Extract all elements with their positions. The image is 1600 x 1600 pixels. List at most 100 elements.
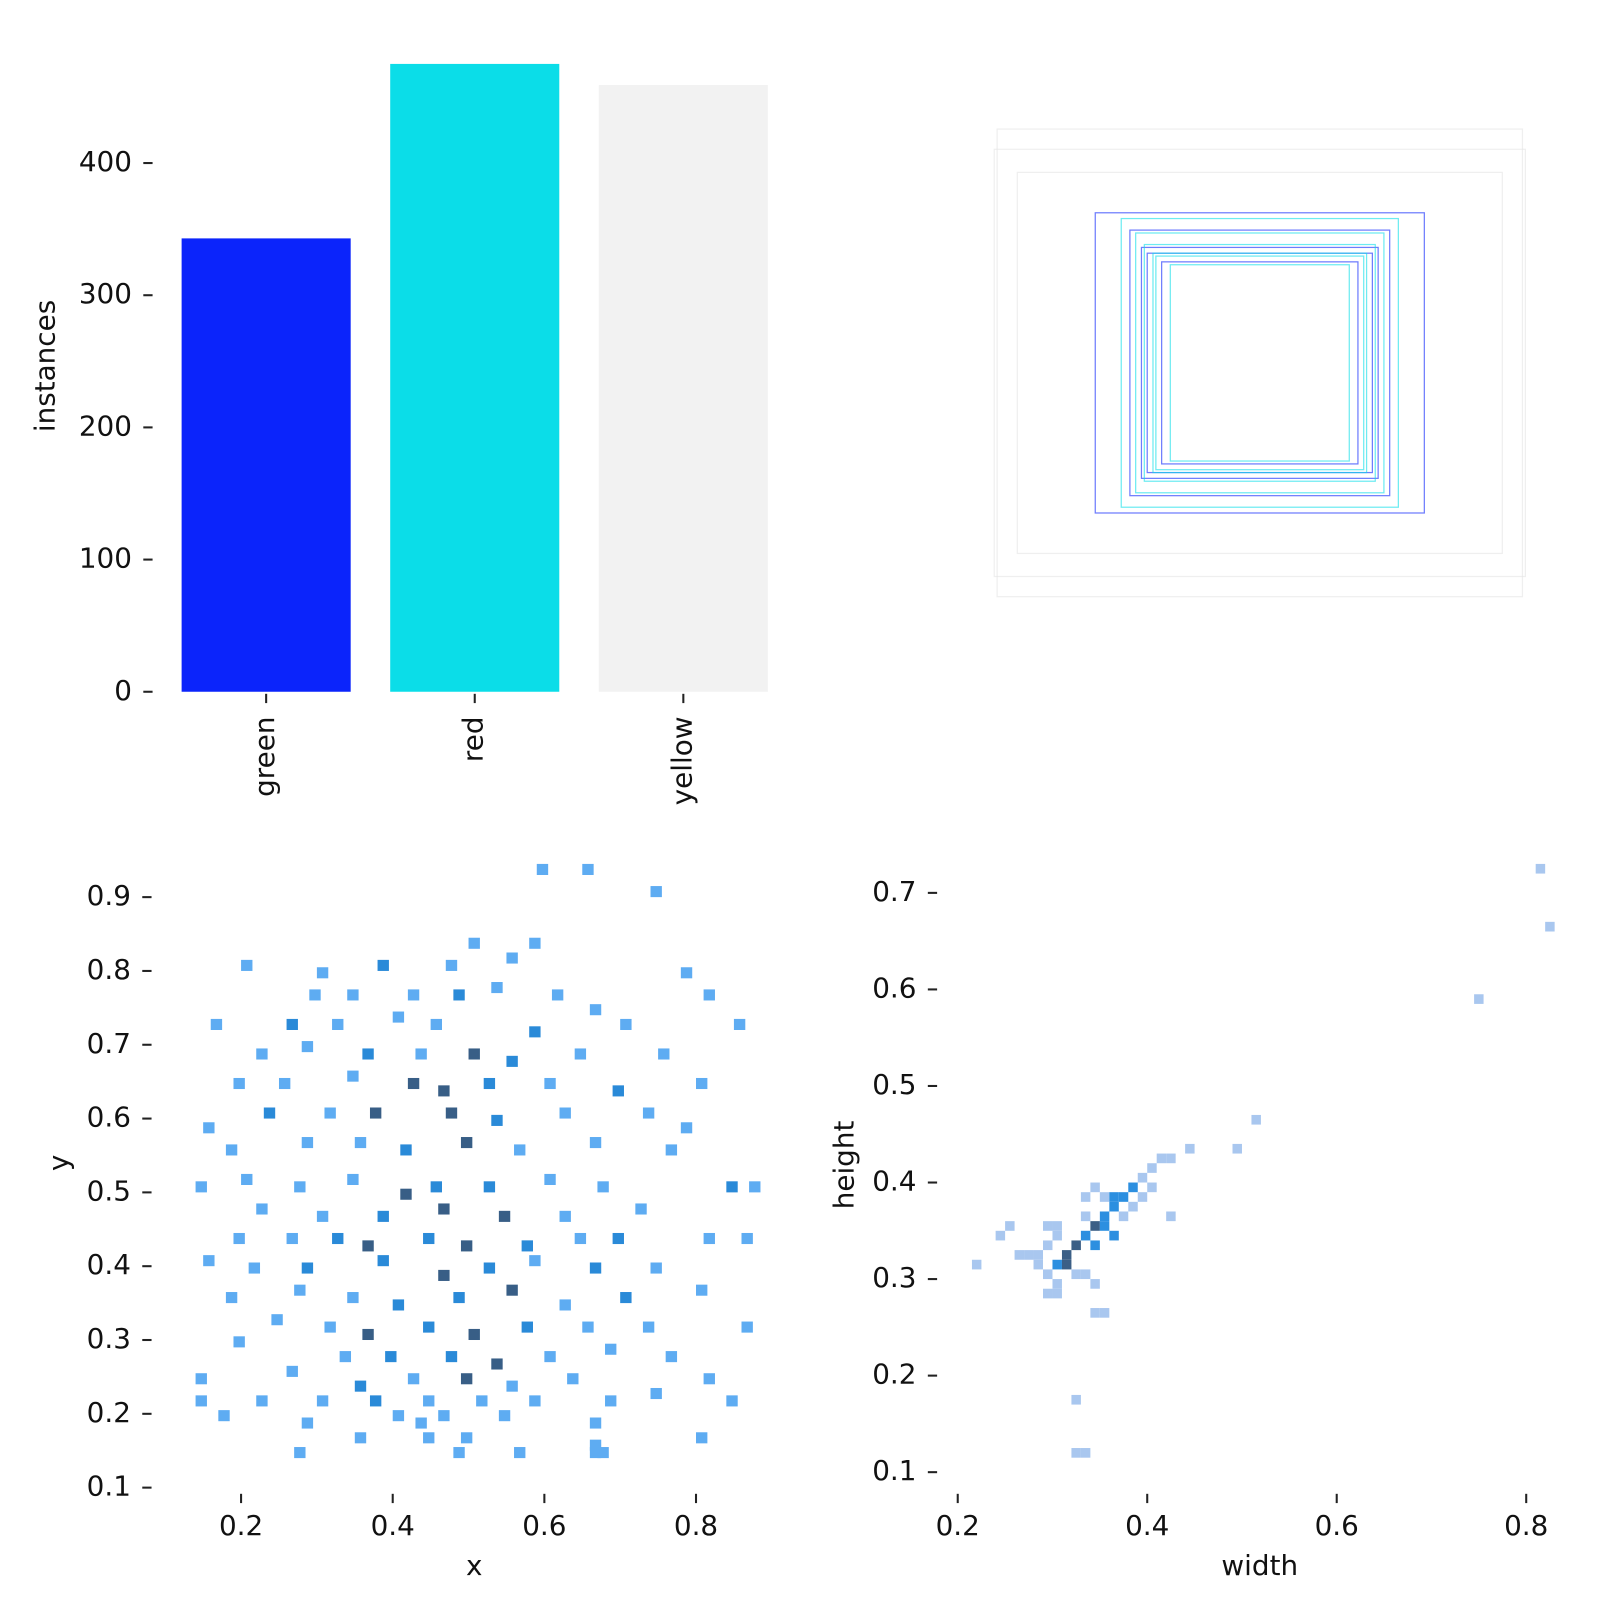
heat-cell xyxy=(642,1107,655,1119)
heat-cell xyxy=(506,952,518,964)
heat-cell xyxy=(536,863,549,875)
heat-cell xyxy=(256,1395,268,1407)
x-axis-label: width xyxy=(1221,1549,1298,1582)
x-tick-label: 0.2 xyxy=(219,1509,263,1542)
bar xyxy=(598,85,768,692)
heat-cell xyxy=(612,1232,624,1245)
heat-cell xyxy=(620,1292,632,1304)
heat-cell xyxy=(559,1107,571,1119)
heat-cell xyxy=(407,989,420,1001)
x-tick-label: red xyxy=(457,716,490,762)
x-tick-label: 0.4 xyxy=(371,1509,415,1542)
label-box xyxy=(1140,246,1379,479)
heat-cell xyxy=(529,937,541,949)
heat-cell xyxy=(514,1447,526,1459)
x-tick-label: yellow xyxy=(665,716,698,805)
y-tick-label: 0.6 xyxy=(87,1101,131,1134)
heat-cell xyxy=(506,1055,518,1067)
heat-cell xyxy=(392,1410,405,1422)
heat-cell xyxy=(703,1373,715,1385)
heat-cell xyxy=(301,1262,314,1274)
y-tick-label: 0.9 xyxy=(87,879,131,912)
heat-cell xyxy=(377,1210,389,1222)
label-box xyxy=(993,148,1526,578)
x-tick-label: 0.8 xyxy=(674,1509,718,1542)
heat-cell xyxy=(225,1144,238,1156)
y-tick-label: 100 xyxy=(79,542,132,575)
heat-cell xyxy=(1166,1153,1176,1164)
heat-cell xyxy=(195,1373,207,1385)
heat-cell xyxy=(362,1048,374,1060)
y-axis-label: instances xyxy=(28,300,61,432)
heat-cell xyxy=(1109,1230,1119,1241)
heat-cell xyxy=(385,1351,397,1363)
heat-cell xyxy=(703,1232,715,1245)
heat-cell xyxy=(582,1321,594,1333)
heat-cell xyxy=(1128,1182,1138,1193)
heat-cell xyxy=(445,1107,458,1119)
heat-cell xyxy=(362,1328,374,1341)
heat-cell xyxy=(1024,1250,1034,1260)
heat-cell xyxy=(582,863,594,875)
heat-cell xyxy=(650,886,662,898)
heat-cell xyxy=(286,1018,298,1030)
heat-cell xyxy=(1052,1279,1062,1289)
y-axis-label: height xyxy=(827,1121,860,1210)
heat-cell xyxy=(1099,1221,1110,1231)
label-box xyxy=(1016,171,1503,555)
label-box xyxy=(1155,255,1365,471)
heat-cell xyxy=(438,1203,450,1215)
heat-cell xyxy=(445,1351,458,1363)
heat-cell xyxy=(544,1077,556,1090)
heat-cell xyxy=(544,1351,556,1363)
heat-cell xyxy=(324,1107,336,1119)
heat-cell xyxy=(1052,1259,1062,1270)
heat-cell xyxy=(1043,1288,1053,1299)
heat-cell xyxy=(256,1048,268,1060)
y-tick-label: 0.3 xyxy=(87,1322,131,1355)
y-tick-label: 200 xyxy=(79,409,132,442)
label-box xyxy=(1120,217,1399,508)
heat-cell xyxy=(589,1439,602,1451)
heat-cell xyxy=(460,1137,473,1149)
heat-cell xyxy=(491,1114,503,1126)
heat-cell xyxy=(453,1292,465,1304)
heat-cell xyxy=(559,1210,571,1222)
heat-cell xyxy=(301,1137,314,1149)
heat-cell xyxy=(195,1181,207,1193)
heat-cell xyxy=(1128,1201,1138,1212)
heat-cell xyxy=(650,1387,662,1400)
heat-cell xyxy=(483,1077,496,1090)
heat-cell xyxy=(445,959,458,971)
heat-cell xyxy=(294,1447,306,1459)
heat-cell xyxy=(635,1203,647,1215)
heat-cell xyxy=(726,1395,738,1407)
heat-cell xyxy=(1061,1259,1072,1270)
heat-cell xyxy=(574,1048,587,1060)
heat-cell xyxy=(574,1232,587,1245)
heat-cell xyxy=(1043,1240,1053,1251)
heat-cell xyxy=(354,1432,367,1444)
y-tick-label: 0.5 xyxy=(872,1068,916,1101)
heat-cell xyxy=(369,1107,382,1119)
heat-cell xyxy=(1080,1211,1091,1222)
heat-cell xyxy=(377,1255,389,1267)
heat-cell xyxy=(1185,1143,1195,1154)
heat-cell xyxy=(301,1041,314,1053)
heat-cell xyxy=(392,1299,405,1311)
heat-cell xyxy=(749,1181,761,1193)
heat-cell xyxy=(339,1351,352,1363)
heat-cell xyxy=(1005,1221,1015,1231)
bar xyxy=(390,63,560,692)
bar xyxy=(181,238,351,692)
y-tick-label: 300 xyxy=(79,277,132,310)
heat-cell xyxy=(354,1380,367,1392)
heat-cell xyxy=(1166,1211,1176,1222)
heat-cell xyxy=(453,1447,465,1459)
heat-cell xyxy=(1033,1250,1044,1260)
heat-cell xyxy=(392,1011,405,1023)
heat-cell xyxy=(658,1048,670,1060)
heat-cell xyxy=(1156,1153,1167,1164)
heat-cell xyxy=(248,1262,261,1274)
heat-cell xyxy=(423,1321,435,1333)
